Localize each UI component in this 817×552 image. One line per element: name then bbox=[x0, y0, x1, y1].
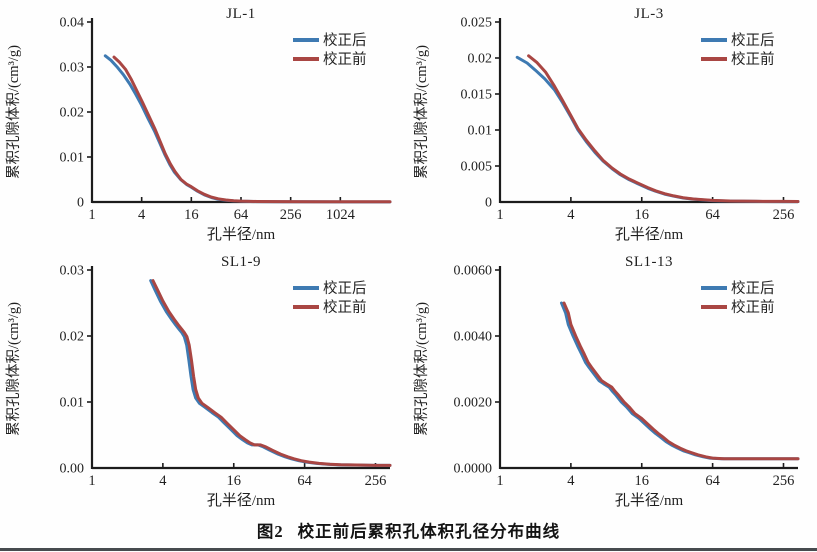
svg-text:校正后: 校正后 bbox=[731, 280, 775, 297]
svg-text:0.03: 0.03 bbox=[60, 61, 85, 76]
svg-text:0.025: 0.025 bbox=[461, 16, 493, 31]
svg-text:SL1-13: SL1-13 bbox=[625, 254, 673, 270]
svg-text:256: 256 bbox=[773, 207, 795, 223]
chart-grid: 0 0.01 0.02 0.03 0.04 1 4 16 64 256 1024 JL-1 校正后 校正前… bbox=[0, 0, 817, 514]
svg-text:64: 64 bbox=[297, 473, 312, 489]
svg-text:0.005: 0.005 bbox=[461, 160, 493, 175]
svg-text:1: 1 bbox=[88, 207, 95, 223]
svg-text:校正后: 校正后 bbox=[323, 32, 367, 49]
svg-text:1: 1 bbox=[88, 473, 95, 489]
svg-text:256: 256 bbox=[280, 207, 302, 223]
svg-text:0.0060: 0.0060 bbox=[454, 264, 493, 279]
svg-text:累积孔隙体积/(cm³/g): 累积孔隙体积/(cm³/g) bbox=[413, 302, 430, 436]
svg-text:16: 16 bbox=[634, 473, 649, 489]
svg-text:校正前: 校正前 bbox=[731, 299, 775, 316]
svg-text:64: 64 bbox=[705, 207, 720, 223]
svg-text:256: 256 bbox=[365, 473, 387, 489]
chart-sl1-13: 0.0000 0.0020 0.0040 0.0060 1 4 16 64 256 SL1-13 校… bbox=[408, 248, 817, 514]
svg-text:0.02: 0.02 bbox=[60, 106, 85, 121]
svg-text:孔半径/nm: 孔半径/nm bbox=[615, 492, 684, 509]
svg-text:校正前: 校正前 bbox=[323, 51, 367, 68]
svg-text:校正后: 校正后 bbox=[323, 280, 367, 297]
svg-text:累积孔隙体积/(cm³/g): 累积孔隙体积/(cm³/g) bbox=[5, 302, 22, 436]
svg-text:64: 64 bbox=[705, 473, 720, 489]
svg-text:校正前: 校正前 bbox=[323, 299, 367, 316]
svg-text:64: 64 bbox=[234, 207, 249, 223]
svg-text:0.01: 0.01 bbox=[60, 151, 85, 166]
figure-caption-number: 图2 bbox=[256, 522, 284, 541]
svg-text:1024: 1024 bbox=[326, 207, 356, 223]
svg-text:0.01: 0.01 bbox=[468, 124, 493, 139]
svg-text:JL-3: JL-3 bbox=[634, 6, 664, 22]
figure-caption: 图2 校正前后累积孔体积孔径分布曲线 bbox=[0, 514, 817, 546]
svg-text:1: 1 bbox=[496, 473, 503, 489]
svg-text:孔半径/nm: 孔半径/nm bbox=[207, 492, 276, 509]
chart-canvas-sl1-9: 0.00 0.01 0.02 0.03 1 4 16 64 256 SL1-9 校正后校正前孔半径/… bbox=[5, 254, 392, 509]
svg-text:累积孔隙体积/(cm³/g): 累积孔隙体积/(cm³/g) bbox=[5, 45, 22, 179]
svg-text:0.0000: 0.0000 bbox=[454, 462, 493, 477]
svg-text:SL1-9: SL1-9 bbox=[221, 254, 261, 270]
svg-text:0: 0 bbox=[485, 196, 492, 211]
svg-text:孔半径/nm: 孔半径/nm bbox=[615, 226, 684, 243]
svg-text:0.015: 0.015 bbox=[461, 88, 493, 103]
page-rule bbox=[0, 548, 817, 551]
svg-text:4: 4 bbox=[138, 207, 146, 223]
svg-text:16: 16 bbox=[226, 473, 241, 489]
figure-caption-text: 校正前后累积孔体积孔径分布曲线 bbox=[297, 522, 561, 541]
chart-jl-3: 0 0.005 0.01 0.015 0.02 0.025 1 4 16 64 256 JL-3 校正后… bbox=[408, 0, 817, 248]
svg-text:4: 4 bbox=[567, 473, 575, 489]
svg-text:16: 16 bbox=[184, 207, 199, 223]
svg-text:256: 256 bbox=[773, 473, 795, 489]
svg-text:0.0040: 0.0040 bbox=[454, 330, 493, 345]
svg-text:1: 1 bbox=[496, 207, 503, 223]
svg-text:JL-1: JL-1 bbox=[226, 6, 256, 22]
chart-canvas-jl-1: 0 0.01 0.02 0.03 0.04 1 4 16 64 256 1024 JL-1 校正后校正前… bbox=[5, 6, 392, 243]
svg-text:4: 4 bbox=[159, 473, 167, 489]
svg-text:0.03: 0.03 bbox=[60, 264, 85, 279]
svg-text:0.02: 0.02 bbox=[468, 52, 493, 67]
svg-text:孔半径/nm: 孔半径/nm bbox=[207, 226, 276, 243]
chart-jl-1: 0 0.01 0.02 0.03 0.04 1 4 16 64 256 1024 JL-1 校正后校正前… bbox=[0, 0, 408, 248]
svg-text:校正后: 校正后 bbox=[731, 32, 775, 49]
svg-text:0.04: 0.04 bbox=[60, 16, 85, 31]
svg-text:0.02: 0.02 bbox=[60, 330, 85, 345]
svg-text:0.00: 0.00 bbox=[60, 462, 85, 477]
svg-text:累积孔隙体积/(cm³/g): 累积孔隙体积/(cm³/g) bbox=[413, 45, 430, 179]
svg-text:0.0020: 0.0020 bbox=[454, 396, 493, 411]
svg-text:校正前: 校正前 bbox=[731, 51, 775, 68]
svg-text:0: 0 bbox=[77, 196, 84, 211]
chart-canvas-jl-3: 0 0.005 0.01 0.015 0.02 0.025 1 4 16 64 256 JL-3 校正后… bbox=[413, 6, 800, 243]
chart-sl1-9: 0.00 0.01 0.02 0.03 1 4 16 64 256 SL1-9 校正后校正前孔半径/… bbox=[0, 248, 408, 514]
svg-text:4: 4 bbox=[567, 207, 575, 223]
svg-text:0.01: 0.01 bbox=[60, 396, 85, 411]
svg-text:16: 16 bbox=[634, 207, 649, 223]
chart-canvas-sl1-13: 0.0000 0.0020 0.0040 0.0060 1 4 16 64 256 SL1-13 校… bbox=[413, 254, 800, 509]
